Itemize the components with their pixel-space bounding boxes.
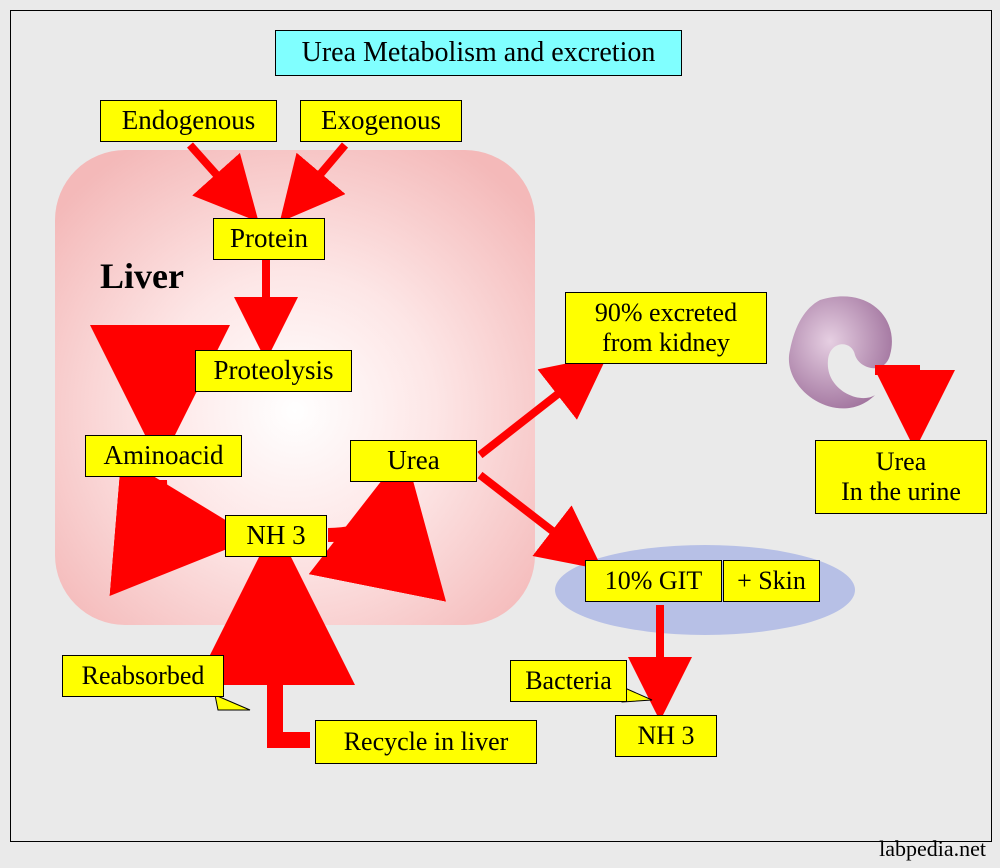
box-bacteria: Bacteria xyxy=(510,660,627,702)
watermark: labpedia.net xyxy=(879,836,986,862)
box-recycle: Recycle in liver xyxy=(315,720,537,764)
label-kidney90-l2: from kidney xyxy=(595,328,737,358)
label-kidney90-l1: 90% excreted xyxy=(595,298,737,328)
liver-label: Liver xyxy=(100,255,184,297)
label-nh3-liver: NH 3 xyxy=(246,520,305,551)
title-box: Urea Metabolism and excretion xyxy=(275,30,682,76)
box-urea: Urea xyxy=(350,440,477,482)
label-bacteria: Bacteria xyxy=(525,666,612,696)
label-aminoacid: Aminoacid xyxy=(104,440,224,471)
label-urea-urine-l2: In the urine xyxy=(841,477,961,507)
kidney-icon xyxy=(789,296,892,408)
box-proteolysis: Proteolysis xyxy=(195,350,352,392)
box-skin: + Skin xyxy=(723,560,820,602)
box-aminoacid: Aminoacid xyxy=(85,435,242,477)
label-protein: Protein xyxy=(230,223,308,254)
box-endogenous: Endogenous xyxy=(100,100,277,142)
label-reabsorbed: Reabsorbed xyxy=(82,661,205,691)
label-endogenous: Endogenous xyxy=(122,105,255,136)
label-urea-urine-l1: Urea xyxy=(841,447,961,477)
title-text: Urea Metabolism and excretion xyxy=(302,37,656,69)
label-git10: 10% GIT xyxy=(605,566,702,596)
label-proteolysis: Proteolysis xyxy=(213,355,333,386)
box-exogenous: Exogenous xyxy=(300,100,462,142)
box-protein: Protein xyxy=(213,218,325,260)
box-kidney90: 90% excreted from kidney xyxy=(565,292,767,364)
label-urea: Urea xyxy=(387,445,439,476)
stage: Urea Metabolism and excretion Endogenous… xyxy=(0,0,1000,868)
box-git10: 10% GIT xyxy=(585,560,722,602)
box-nh3-git: NH 3 xyxy=(615,715,717,757)
box-urea-urine: Urea In the urine xyxy=(815,440,987,514)
box-reabsorbed: Reabsorbed xyxy=(62,655,224,697)
box-nh3-liver: NH 3 xyxy=(225,515,327,557)
label-nh3-git: NH 3 xyxy=(637,721,694,751)
label-exogenous: Exogenous xyxy=(321,105,441,136)
label-recycle: Recycle in liver xyxy=(344,727,509,757)
label-skin: + Skin xyxy=(737,566,806,596)
